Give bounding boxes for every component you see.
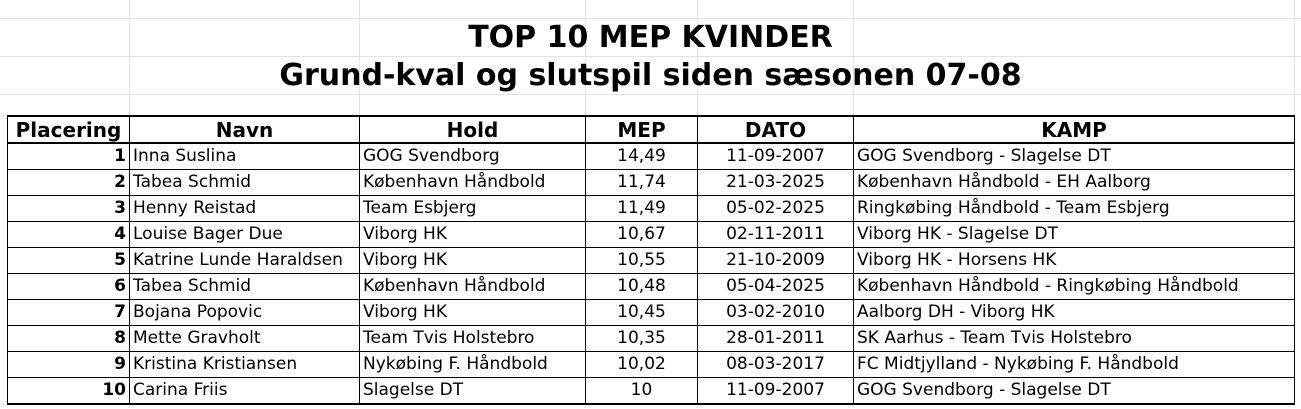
- cell-kamp[interactable]: Aalborg DH - Viborg HK: [853, 299, 1295, 326]
- cell-dato[interactable]: 03-02-2010: [697, 299, 854, 326]
- cell-hold[interactable]: Viborg HK: [359, 221, 586, 248]
- cell-mep[interactable]: 10,35: [585, 325, 698, 352]
- cell-navn[interactable]: Kristina Kristiansen: [129, 351, 360, 378]
- cell-placering[interactable]: 7: [7, 299, 130, 326]
- cell-mep[interactable]: 10,55: [585, 247, 698, 274]
- cell-hold[interactable]: Team Esbjerg: [359, 195, 586, 222]
- table-row: 8 Mette Gravholt Team Tvis Holstebro 10,…: [7, 325, 1295, 352]
- gridline: [853, 0, 854, 115]
- cell-dato[interactable]: 05-02-2025: [697, 195, 854, 222]
- cell-dato[interactable]: 05-04-2025: [697, 273, 854, 300]
- cell-hold[interactable]: København Håndbold: [359, 169, 586, 196]
- cell-mep[interactable]: 14,49: [585, 143, 698, 170]
- gridline: [0, 56, 1301, 57]
- gridline: [697, 0, 698, 115]
- gridline: [359, 0, 360, 115]
- cell-dato[interactable]: 08-03-2017: [697, 351, 854, 378]
- header-kamp[interactable]: KAMP: [853, 115, 1295, 144]
- cell-navn[interactable]: Tabea Schmid: [129, 169, 360, 196]
- cell-placering[interactable]: 5: [7, 247, 130, 274]
- cell-dato[interactable]: 11-09-2007: [697, 143, 854, 170]
- cell-placering[interactable]: 4: [7, 221, 130, 248]
- gridline: [0, 18, 1301, 19]
- header-row: Placering Navn Hold MEP DATO KAMP: [7, 115, 1295, 144]
- header-hold[interactable]: Hold: [359, 115, 586, 144]
- ranking-table: Placering Navn Hold MEP DATO KAMP 1 Inna…: [7, 115, 1295, 405]
- table-row: 4 Louise Bager Due Viborg HK 10,67 02-11…: [7, 221, 1295, 248]
- cell-mep[interactable]: 10,02: [585, 351, 698, 378]
- cell-kamp[interactable]: Viborg HK - Slagelse DT: [853, 221, 1295, 248]
- cell-placering[interactable]: 8: [7, 325, 130, 352]
- table-row: 1 Inna Suslina GOG Svendborg 14,49 11-09…: [7, 143, 1295, 170]
- cell-kamp[interactable]: GOG Svendborg - Slagelse DT: [853, 143, 1295, 170]
- cell-navn[interactable]: Henny Reistad: [129, 195, 360, 222]
- cell-dato[interactable]: 21-10-2009: [697, 247, 854, 274]
- cell-kamp[interactable]: Viborg HK - Horsens HK: [853, 247, 1295, 274]
- cell-hold[interactable]: GOG Svendborg: [359, 143, 586, 170]
- cell-hold[interactable]: Slagelse DT: [359, 377, 586, 405]
- cell-kamp[interactable]: FC Midtjylland - Nykøbing F. Håndbold: [853, 351, 1295, 378]
- cell-mep[interactable]: 11,49: [585, 195, 698, 222]
- cell-kamp[interactable]: GOG Svendborg - Slagelse DT: [853, 377, 1295, 405]
- page-subtitle: Grund-kval og slutspil siden sæsonen 07-…: [279, 58, 1022, 93]
- table-row: 7 Bojana Popovic Viborg HK 10,45 03-02-2…: [7, 299, 1295, 326]
- cell-dato[interactable]: 02-11-2011: [697, 221, 854, 248]
- table-row: 2 Tabea Schmid København Håndbold 11,74 …: [7, 169, 1295, 196]
- table-row: 5 Katrine Lunde Haraldsen Viborg HK 10,5…: [7, 247, 1295, 274]
- cell-placering[interactable]: 10: [7, 377, 130, 405]
- cell-dato[interactable]: 28-01-2011: [697, 325, 854, 352]
- cell-navn[interactable]: Katrine Lunde Haraldsen: [129, 247, 360, 274]
- cell-mep[interactable]: 11,74: [585, 169, 698, 196]
- cell-mep[interactable]: 10,45: [585, 299, 698, 326]
- cell-dato[interactable]: 11-09-2007: [697, 377, 854, 405]
- cell-placering[interactable]: 9: [7, 351, 130, 378]
- cell-navn[interactable]: Mette Gravholt: [129, 325, 360, 352]
- header-mep[interactable]: MEP: [585, 115, 698, 144]
- header-navn[interactable]: Navn: [129, 115, 360, 144]
- cell-placering[interactable]: 1: [7, 143, 130, 170]
- cell-kamp[interactable]: Ringkøbing Håndbold - Team Esbjerg: [853, 195, 1295, 222]
- gridline: [585, 0, 586, 115]
- cell-placering[interactable]: 3: [7, 195, 130, 222]
- cell-kamp[interactable]: København Håndbold - EH Aalborg: [853, 169, 1295, 196]
- cell-kamp[interactable]: SK Aarhus - Team Tvis Holstebro: [853, 325, 1295, 352]
- cell-placering[interactable]: 6: [7, 273, 130, 300]
- header-dato[interactable]: DATO: [697, 115, 854, 144]
- cell-navn[interactable]: Tabea Schmid: [129, 273, 360, 300]
- cell-mep[interactable]: 10,67: [585, 221, 698, 248]
- cell-hold[interactable]: Nykøbing F. Håndbold: [359, 351, 586, 378]
- gridline: [0, 94, 1301, 95]
- cell-hold[interactable]: Team Tvis Holstebro: [359, 325, 586, 352]
- table-row: 10 Carina Friis Slagelse DT 10 11-09-200…: [7, 377, 1295, 405]
- cell-kamp[interactable]: København Håndbold - Ringkøbing Håndbold: [853, 273, 1295, 300]
- cell-mep[interactable]: 10: [585, 377, 698, 405]
- table-row: 3 Henny Reistad Team Esbjerg 11,49 05-02…: [7, 195, 1295, 222]
- cell-navn[interactable]: Louise Bager Due: [129, 221, 360, 248]
- cell-navn[interactable]: Bojana Popovic: [129, 299, 360, 326]
- header-placering[interactable]: Placering: [7, 115, 130, 144]
- cell-navn[interactable]: Inna Suslina: [129, 143, 360, 170]
- cell-placering[interactable]: 2: [7, 169, 130, 196]
- cell-hold[interactable]: Viborg HK: [359, 299, 586, 326]
- cell-navn[interactable]: Carina Friis: [129, 377, 360, 405]
- cell-dato[interactable]: 21-03-2025: [697, 169, 854, 196]
- cell-hold[interactable]: København Håndbold: [359, 273, 586, 300]
- page-title: TOP 10 MEP KVINDER: [468, 20, 833, 55]
- table-row: 6 Tabea Schmid København Håndbold 10,48 …: [7, 273, 1295, 300]
- gridline: [1294, 0, 1295, 115]
- table-row: 9 Kristina Kristiansen Nykøbing F. Håndb…: [7, 351, 1295, 378]
- cell-mep[interactable]: 10,48: [585, 273, 698, 300]
- gridline: [129, 0, 130, 115]
- cell-hold[interactable]: Viborg HK: [359, 247, 586, 274]
